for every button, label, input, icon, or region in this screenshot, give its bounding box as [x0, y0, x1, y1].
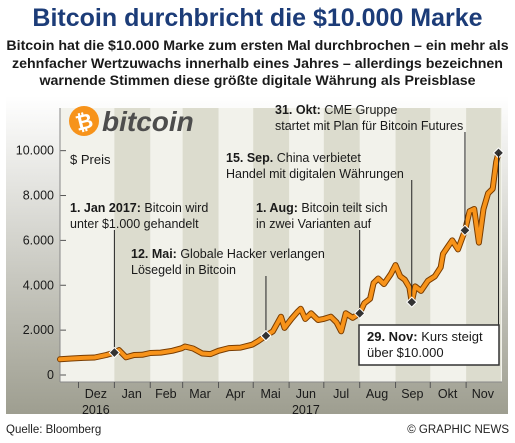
annotation-label-text: Kurs steigt [418, 329, 483, 344]
x-tick-label: Jul [333, 387, 349, 401]
annotation-label-bold: 1. Aug: [256, 201, 298, 215]
annotation-marker [260, 330, 272, 342]
annotation-marker [406, 296, 418, 308]
annotation-label-line2: Lösegeld in Bitcoin [131, 263, 236, 277]
x-tick-label: Mai [261, 387, 281, 401]
x-year-label: 2017 [292, 403, 320, 417]
x-tick-label: Jan [122, 387, 142, 401]
price-line [58, 150, 501, 362]
y-axis-label: $ Preis [70, 152, 111, 167]
annotation-label-bold: 12. Mai: [131, 247, 177, 261]
y-tick-label: 6.000 [23, 233, 54, 247]
page-title: Bitcoin durchbricht die $10.000 Marke [32, 4, 483, 32]
y-tick-label: 10.000 [16, 144, 54, 158]
source-note: Quelle: Bloomberg [6, 424, 102, 436]
month-band [114, 108, 151, 382]
annotation-label-line2: unter $1.000 gehandelt [70, 217, 199, 231]
annotation-label-text: Bitcoin teilt sich [298, 201, 388, 215]
x-tick-label: Jun [296, 387, 316, 401]
x-year-label: 2016 [82, 403, 110, 417]
annotation-label-line2: in zwei Varianten auf [256, 217, 372, 231]
y-tick-label: 4.000 [23, 278, 54, 292]
x-tick-label: Sep [401, 387, 423, 401]
month-band [253, 108, 290, 382]
month-band [182, 108, 219, 382]
annotation-label: 29. Nov: Kurs steigt über $10.000 [367, 329, 483, 360]
annotation-label-text: Bitcoin wird [141, 201, 208, 215]
annotation-marker [459, 224, 471, 237]
copyright: © GRAPHIC NEWS [407, 424, 509, 436]
month-band [323, 108, 360, 382]
callout-box [358, 324, 500, 366]
annotation-label: 1. Jan 2017: Bitcoin wird unter $1.000 ge… [70, 201, 208, 231]
y-tick-label: 2.000 [23, 323, 54, 337]
x-axis: Dez 2016 Jan Feb Mar Apr Mai Jun 2017 Jul Aug Sep Ok… [78, 382, 495, 417]
annotations: 1. Jan 2017: Bitcoin wird unter $1.000 ge… [70, 103, 505, 366]
x-tick-label: Dez [85, 387, 107, 401]
annotation-label-line2: über $10.000 [367, 345, 444, 360]
x-tick-label: Feb [155, 387, 177, 401]
bitcoin-logo: ₿ bitcoin [69, 106, 194, 137]
y-axis: 0 2.000 4.000 6.000 8.000 10.000 [16, 108, 502, 383]
bitcoin-symbol-icon: ₿ [73, 109, 95, 135]
x-tick-label: Okt [438, 387, 458, 401]
annotation-marker [108, 346, 121, 359]
x-tick-label: Mar [189, 387, 211, 401]
bitcoin-coin-icon [69, 106, 99, 136]
annotation-label-bold: 31. Okt: [275, 103, 321, 117]
y-tick-label: 8.000 [23, 189, 54, 203]
annotation-label-text: Globale Hacker verlangen [177, 247, 325, 261]
annotation-label-line2: startet mit Plan für Bitcoin Futures [275, 119, 463, 133]
annotation-label-bold: 1. Jan 2017: [70, 201, 141, 215]
annotation-label-line2: Handel mit digitalen Währungen [226, 167, 404, 181]
annotation-label-bold: 15. Sep. [226, 151, 273, 165]
annotation-label: 15. Sep. China verbietet Handel mit digit… [226, 151, 404, 181]
annotation-label: 31. Okt: CME Gruppe startet mit Plan für … [275, 103, 463, 133]
annotation-label: 1. Aug: Bitcoin teilt sich in zwei Varian… [256, 201, 388, 231]
x-tick-label: Nov [472, 387, 495, 401]
annotation-label-bold: 29. Nov: [367, 329, 418, 344]
y-tick-label: 0 [47, 368, 54, 382]
x-tick-label: Apr [226, 387, 245, 401]
price-line-group [57, 149, 502, 363]
annotation-marker [353, 307, 366, 320]
annotation-label: 12. Mai: Globale Hacker verlangen Lösegel… [131, 247, 325, 277]
x-tick-label: Aug [366, 387, 388, 401]
bitcoin-wordmark: bitcoin [102, 106, 194, 137]
annotation-label-text: CME Gruppe [321, 103, 397, 117]
page-subtitle: Bitcoin hat die $10.000 Marke zum ersten… [6, 38, 509, 89]
annotation-label-text: China verbietet [273, 151, 361, 165]
